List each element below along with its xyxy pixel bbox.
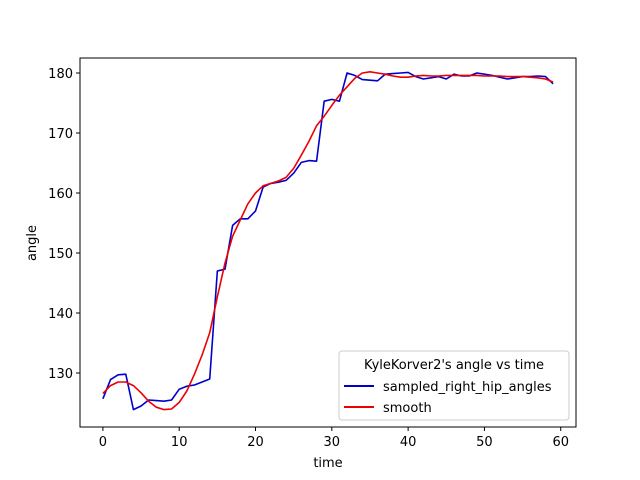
y-tick-label: 130 [48, 367, 73, 382]
smooth-series-line [102, 71, 554, 411]
plot-frame [79, 57, 577, 428]
x-axis: 0 10 20 30 40 50 60 [99, 427, 569, 450]
legend-title: KyleKorver2's angle vs time [364, 358, 544, 373]
x-tick-label: 0 [99, 435, 107, 450]
y-tick-label: 170 [48, 127, 73, 142]
series-layer [102, 71, 554, 411]
sampled-series-line [102, 71, 554, 411]
x-tick-label: 10 [171, 435, 188, 450]
legend-label-sampled: sampled_right_hip_angles [383, 380, 552, 395]
y-tick-label: 140 [48, 307, 73, 322]
x-axis-label: time [313, 456, 342, 471]
y-tick-label: 150 [48, 247, 73, 262]
y-tick-label: 160 [48, 187, 73, 202]
y-axis-label: angle [25, 225, 40, 261]
legend-label-smooth: smooth [383, 401, 432, 416]
x-tick-label: 20 [247, 435, 264, 450]
x-tick-label: 50 [476, 435, 493, 450]
legend: KyleKorver2's angle vs time sampled_righ… [338, 350, 570, 421]
legend-box [338, 350, 570, 421]
x-tick-label: 30 [324, 435, 341, 450]
x-tick-label: 40 [400, 435, 417, 450]
x-tick-label: 60 [552, 435, 569, 450]
y-tick-label: 180 [48, 67, 73, 82]
y-axis: 130 140 150 160 170 180 [48, 67, 80, 382]
